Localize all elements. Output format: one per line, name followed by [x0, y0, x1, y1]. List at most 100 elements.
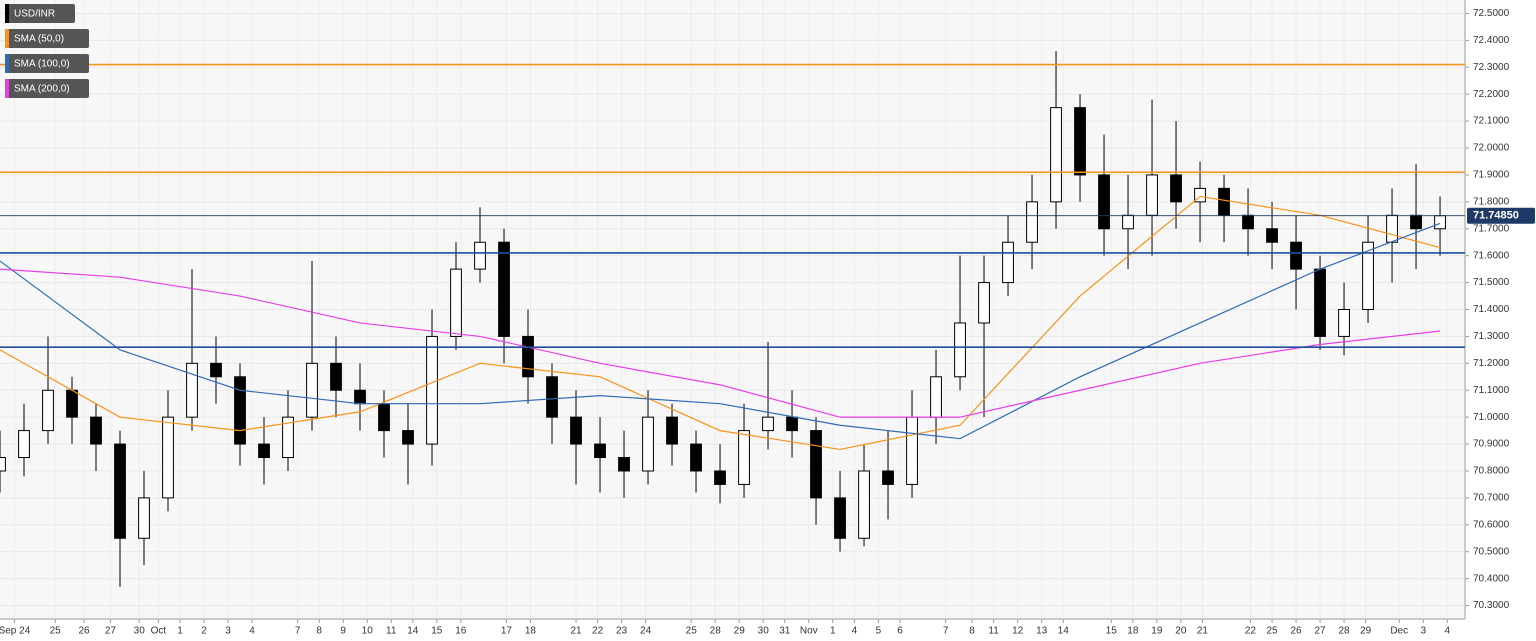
x-tick-label: 26: [78, 626, 90, 637]
x-tick-label: 3: [225, 626, 231, 637]
candle-body: [906, 416, 918, 485]
sma-line: [0, 268, 1441, 418]
candle-body: [426, 335, 438, 445]
candle-body: [330, 362, 342, 391]
candle-body: [234, 376, 246, 445]
candle-body: [594, 443, 606, 459]
candle-body: [1218, 187, 1230, 216]
x-tick-label: 7: [943, 626, 949, 637]
x-tick-label: 14: [1058, 626, 1070, 637]
candle-body: [186, 362, 198, 418]
candle-body: [762, 416, 774, 432]
legend-label: SMA (100,0): [14, 59, 70, 70]
legend-label: USD/INR: [14, 9, 55, 20]
candle-body: [114, 443, 126, 539]
candle-body: [1170, 174, 1182, 203]
candle-body: [786, 416, 798, 432]
y-tick-label: 71.6000: [1473, 250, 1510, 261]
candle-body: [714, 470, 726, 485]
legend-label: SMA (200,0): [14, 84, 70, 95]
y-tick-label: 71.3000: [1473, 331, 1510, 342]
x-tick-label: 1: [830, 626, 836, 637]
candle-body: [0, 457, 6, 472]
x-tick-label: 2: [201, 626, 207, 637]
x-tick-label: 11: [988, 626, 999, 637]
x-tick-label: 5: [876, 626, 882, 637]
y-tick-label: 72.5000: [1473, 8, 1510, 19]
legend-swatch: [5, 29, 9, 48]
legend-swatch: [5, 54, 9, 73]
candle-body: [138, 497, 150, 539]
candle-body: [1290, 241, 1302, 270]
candle-body: [1074, 107, 1086, 176]
candle-body: [738, 430, 750, 485]
candle-body: [546, 376, 558, 418]
x-tick-label: 29: [1360, 626, 1372, 637]
candle-body: [282, 416, 294, 459]
last-price-label: 71.74850: [1473, 210, 1519, 222]
y-tick-label: 72.3000: [1473, 62, 1510, 73]
y-tick-label: 71.9000: [1473, 170, 1510, 181]
candle-body: [1194, 187, 1206, 203]
x-tick-label: 29: [734, 626, 746, 637]
x-tick-label: 30: [758, 626, 770, 637]
candle-body: [1242, 214, 1254, 230]
candle-body: [1026, 201, 1038, 243]
candle-body: [690, 443, 702, 472]
x-tick-label: 25: [686, 626, 698, 637]
x-tick-label: 20: [1175, 626, 1187, 637]
sma-line: [0, 195, 1441, 451]
y-tick-label: 71.1000: [1473, 385, 1510, 396]
x-tick-label: 3: [1420, 626, 1426, 637]
candle-body: [378, 403, 390, 432]
x-tick-label: 11: [386, 626, 397, 637]
candle-body: [570, 416, 582, 445]
candle-body: [306, 362, 318, 418]
legend-swatch: [5, 4, 9, 23]
x-tick-label: 9: [340, 626, 346, 637]
candle-body: [1434, 215, 1446, 230]
x-tick-label: 19: [1151, 626, 1163, 637]
y-tick-label: 72.0000: [1473, 143, 1510, 154]
candle-body: [18, 430, 30, 459]
x-tick-label: 14: [407, 626, 419, 637]
candle-body: [1098, 174, 1110, 230]
x-tick-label: 21: [570, 626, 582, 637]
candle-body: [42, 389, 54, 432]
x-tick-label: 28: [710, 626, 722, 637]
y-tick-label: 71.2000: [1473, 358, 1510, 369]
x-tick-label: 1: [177, 626, 183, 637]
y-tick-label: 72.4000: [1473, 35, 1510, 46]
x-tick-label: 25: [1266, 626, 1278, 637]
candle-body: [354, 389, 366, 405]
x-tick-label: Dec: [1390, 626, 1408, 637]
legend-label: SMA (50,0): [14, 34, 64, 45]
candle-body: [474, 241, 486, 270]
candle-body: [954, 322, 966, 378]
candle-body: [498, 241, 510, 337]
legend-box: [5, 54, 89, 73]
x-tick-label: 4: [1444, 626, 1450, 637]
x-tick-label: 15: [431, 626, 443, 637]
y-tick-label: 71.4000: [1473, 304, 1510, 315]
x-tick-label: 30: [134, 626, 146, 637]
legend-box: [5, 79, 89, 98]
candle-body: [666, 416, 678, 445]
y-tick-label: 70.8000: [1473, 466, 1510, 477]
candle-body: [642, 416, 654, 472]
x-tick-label: 22: [592, 626, 604, 637]
candle-body: [1146, 174, 1158, 216]
y-tick-label: 70.9000: [1473, 439, 1510, 450]
y-tick-label: 71.5000: [1473, 277, 1510, 288]
candle-body: [1410, 214, 1422, 230]
sma-line: [0, 222, 1441, 440]
x-tick-label: 6: [897, 626, 903, 637]
x-tick-label: 28: [1338, 626, 1350, 637]
candle-body: [90, 416, 102, 445]
candle-body: [1314, 268, 1326, 337]
legend-swatch: [5, 79, 9, 98]
y-tick-label: 70.4000: [1473, 573, 1510, 584]
last-price-box: [1467, 207, 1535, 224]
candle-body: [210, 362, 222, 378]
candle-body: [1122, 214, 1134, 230]
